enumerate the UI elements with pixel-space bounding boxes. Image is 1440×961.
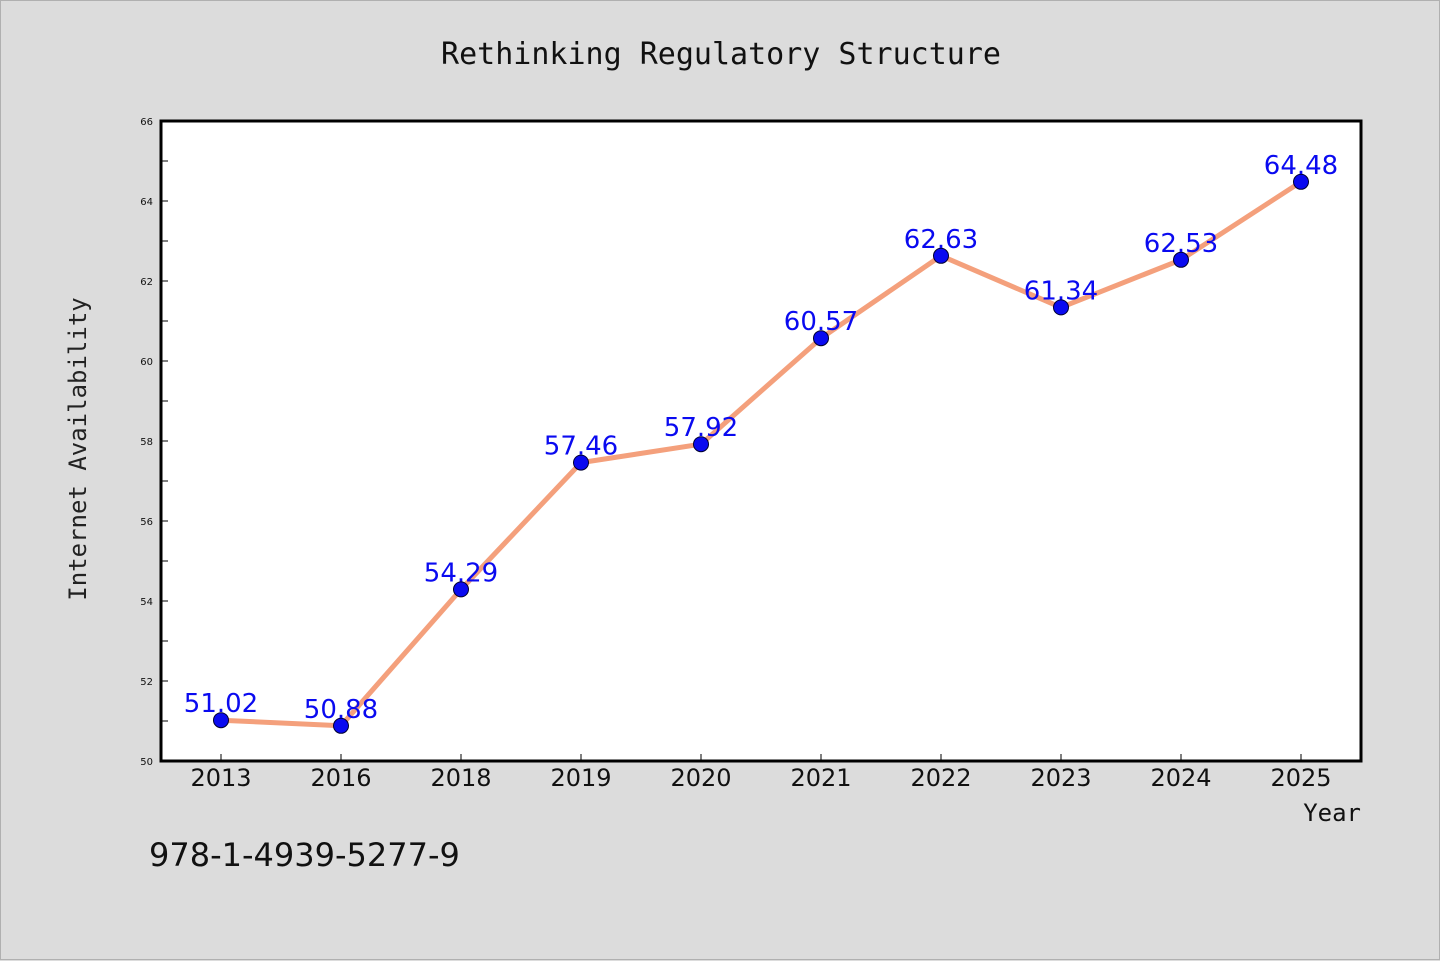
x-tick-label: 2013 (190, 764, 251, 792)
data-point (333, 717, 349, 734)
data-point (813, 330, 829, 347)
y-axis-label: Internet Availability (64, 297, 92, 600)
x-tick-label: 2019 (550, 764, 611, 792)
series-line (218, 179, 1304, 729)
x-tick-label: 2020 (670, 764, 731, 792)
data-label: 54.29 (424, 558, 498, 588)
x-tick-label: 2021 (790, 764, 851, 792)
x-tick-label: 2025 (1270, 764, 1331, 792)
data-label: 62.63 (904, 225, 978, 255)
data-point (933, 247, 949, 264)
data-point (573, 454, 589, 471)
data-point (213, 712, 229, 729)
x-tick-label: 2018 (430, 764, 491, 792)
data-point (1053, 299, 1069, 316)
data-label: 62.53 (1144, 229, 1218, 259)
data-point (453, 581, 469, 598)
data-label: 61.34 (1024, 276, 1098, 306)
data-label: 64.48 (1264, 151, 1338, 181)
x-tick-label: 2016 (310, 764, 371, 792)
y-tick-label: 64 (140, 197, 153, 208)
data-label: 57.46 (544, 432, 618, 462)
data-point (693, 436, 709, 453)
x-tick-label: 2023 (1030, 764, 1091, 792)
series-line-layer (218, 179, 1304, 729)
y-tick-label: 56 (140, 517, 153, 528)
data-label-layer: 51.02 50.88 54.29 57.46 57.92 60.57 62.63 61.34… (184, 151, 1338, 725)
axis-ticks: 50 52 54 56 58 60 62 64 66 2013 2016 2018 2019 2020 20… (140, 117, 1331, 792)
y-tick-label: 50 (140, 757, 153, 768)
data-label: 51.02 (184, 689, 258, 719)
data-label: 50.88 (304, 695, 378, 725)
y-tick-label: 66 (140, 117, 153, 128)
data-label: 60.57 (784, 307, 858, 337)
x-tick-label: 2024 (1150, 764, 1211, 792)
marker-layer (213, 173, 1309, 734)
y-tick-label: 54 (140, 597, 153, 608)
data-point (1293, 173, 1309, 190)
chart-title: Rethinking Regulatory Structure (441, 37, 1001, 72)
plot-area (159, 119, 1363, 763)
y-tick-label: 52 (140, 677, 153, 688)
data-label: 57.92 (664, 413, 738, 443)
x-axis-label: Year (1303, 799, 1361, 827)
y-tick-label: 60 (140, 357, 153, 368)
x-tick-label: 2022 (910, 764, 971, 792)
data-point (1173, 251, 1189, 268)
y-tick-label: 62 (140, 277, 153, 288)
y-tick-label: 58 (140, 437, 153, 448)
isbn-footer: 978-1-4939-5277-9 (149, 836, 460, 874)
